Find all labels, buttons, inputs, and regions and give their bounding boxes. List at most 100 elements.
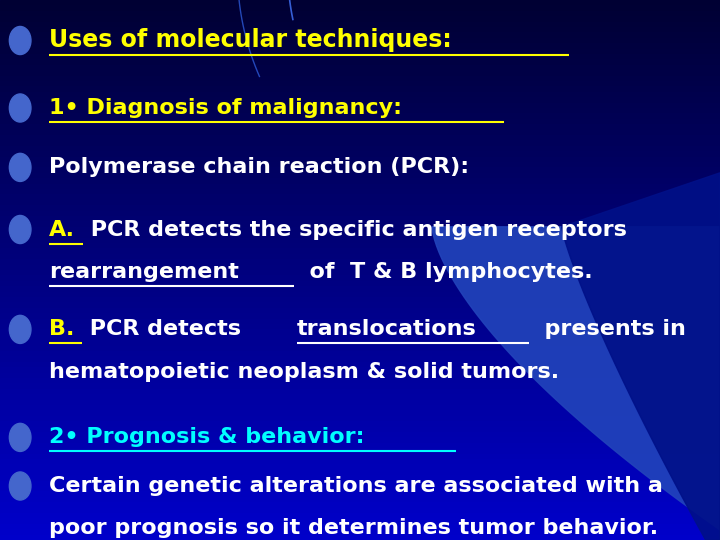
Bar xyxy=(0,324,720,329)
Bar xyxy=(0,5,720,11)
Ellipse shape xyxy=(9,315,31,343)
Bar xyxy=(0,130,720,135)
Polygon shape xyxy=(432,227,720,540)
Bar xyxy=(0,189,720,194)
Ellipse shape xyxy=(9,472,31,500)
Bar xyxy=(0,308,720,313)
Bar xyxy=(0,427,720,432)
Bar xyxy=(0,319,720,324)
Bar xyxy=(0,216,720,221)
Bar xyxy=(0,362,720,367)
Bar xyxy=(0,32,720,38)
Text: Uses of molecular techniques:: Uses of molecular techniques: xyxy=(49,29,451,52)
Bar xyxy=(0,232,720,238)
Bar xyxy=(0,43,720,49)
Bar xyxy=(0,59,720,65)
Bar xyxy=(0,416,720,421)
Bar xyxy=(0,0,720,5)
Bar xyxy=(0,178,720,184)
Bar xyxy=(0,286,720,292)
Text: presents in: presents in xyxy=(528,319,685,340)
Text: rearrangement: rearrangement xyxy=(49,261,239,282)
Bar xyxy=(0,205,720,211)
Bar xyxy=(0,421,720,427)
Bar xyxy=(0,297,720,302)
Text: of  T & B lymphocytes.: of T & B lymphocytes. xyxy=(294,261,593,282)
Bar xyxy=(0,124,720,130)
Polygon shape xyxy=(562,173,720,540)
Ellipse shape xyxy=(9,26,31,55)
Text: Polymerase chain reaction (PCR):: Polymerase chain reaction (PCR): xyxy=(49,157,469,178)
Bar xyxy=(0,248,720,254)
Bar xyxy=(0,448,720,454)
Bar xyxy=(0,254,720,259)
Text: PCR detects: PCR detects xyxy=(81,319,248,340)
Bar xyxy=(0,270,720,275)
Bar xyxy=(0,383,720,389)
Bar xyxy=(0,535,720,540)
Ellipse shape xyxy=(9,94,31,122)
Bar xyxy=(0,157,720,162)
Bar xyxy=(0,108,720,113)
Bar xyxy=(0,265,720,270)
Bar xyxy=(0,184,720,189)
Text: poor prognosis so it determines tumor behavior.: poor prognosis so it determines tumor be… xyxy=(49,518,658,538)
Bar xyxy=(0,200,720,205)
Bar xyxy=(0,76,720,81)
Bar xyxy=(0,113,720,119)
Bar xyxy=(0,373,720,378)
Text: 2• Prognosis & behavior:: 2• Prognosis & behavior: xyxy=(49,427,364,448)
Bar xyxy=(0,81,720,86)
Bar xyxy=(0,481,720,486)
Bar xyxy=(0,410,720,416)
Bar xyxy=(0,97,720,103)
Bar xyxy=(0,275,720,281)
Bar xyxy=(0,340,720,346)
Bar xyxy=(0,227,720,232)
Text: B.: B. xyxy=(49,319,74,340)
Bar xyxy=(0,513,720,518)
Bar xyxy=(0,54,720,59)
Bar xyxy=(0,464,720,470)
Bar xyxy=(0,351,720,356)
Bar xyxy=(0,329,720,335)
Bar xyxy=(0,335,720,340)
Bar xyxy=(0,394,720,400)
Bar xyxy=(0,146,720,151)
Bar xyxy=(0,432,720,437)
Bar xyxy=(0,16,720,22)
Bar xyxy=(0,378,720,383)
Bar xyxy=(0,243,720,248)
Ellipse shape xyxy=(9,423,31,451)
Bar xyxy=(0,497,720,502)
Bar xyxy=(0,400,720,405)
Bar xyxy=(0,11,720,16)
Bar xyxy=(0,356,720,362)
Bar xyxy=(0,470,720,475)
Bar xyxy=(0,194,720,200)
Bar xyxy=(0,313,720,319)
Bar xyxy=(0,103,720,108)
Bar xyxy=(0,443,720,448)
Text: translocations: translocations xyxy=(297,319,477,340)
Bar xyxy=(0,524,720,529)
Text: PCR detects the specific antigen receptors: PCR detects the specific antigen recepto… xyxy=(83,219,626,240)
Bar xyxy=(0,221,720,227)
Bar xyxy=(0,38,720,43)
Text: 1• Diagnosis of malignancy:: 1• Diagnosis of malignancy: xyxy=(49,98,402,118)
Bar xyxy=(0,367,720,373)
Bar xyxy=(0,491,720,497)
Bar xyxy=(0,119,720,124)
Bar xyxy=(0,502,720,508)
Bar xyxy=(0,475,720,481)
Bar xyxy=(0,92,720,97)
Bar xyxy=(0,518,720,524)
Bar xyxy=(0,151,720,157)
Ellipse shape xyxy=(9,153,31,181)
Bar xyxy=(0,486,720,491)
Text: Certain genetic alterations are associated with a: Certain genetic alterations are associat… xyxy=(49,476,663,496)
Bar xyxy=(0,49,720,54)
Bar xyxy=(0,86,720,92)
Bar xyxy=(0,22,720,27)
Bar xyxy=(0,508,720,513)
